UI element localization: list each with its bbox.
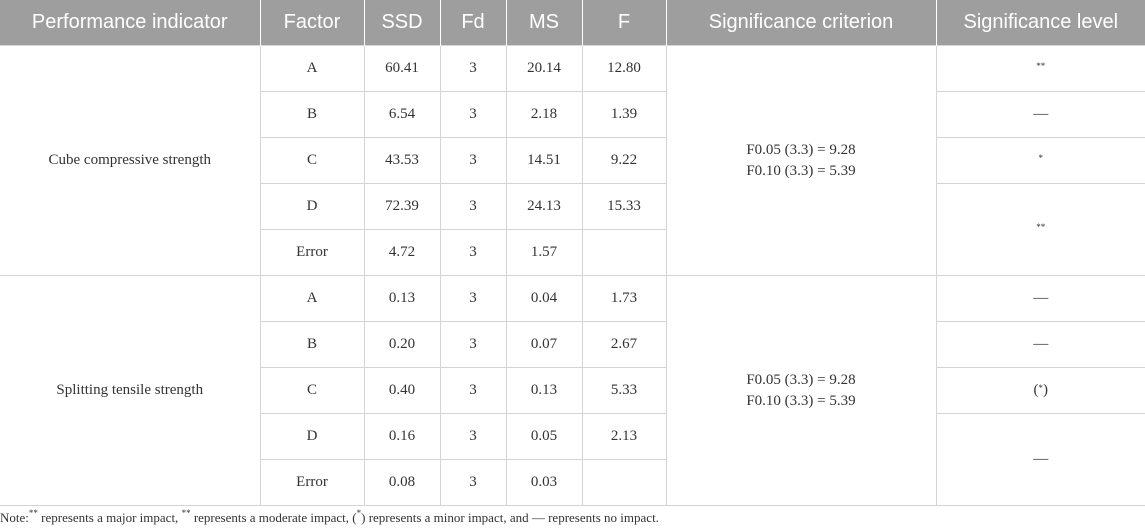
cell-ssd: 0.08 bbox=[363, 459, 441, 506]
cell-ms: 20.14 bbox=[505, 45, 583, 92]
table-row: B 6.54 3 2.18 1.39 — bbox=[0, 91, 1145, 138]
cell-ms: 1.57 bbox=[505, 229, 583, 276]
cell-f: 12.80 bbox=[581, 45, 667, 92]
cell-level: — bbox=[935, 321, 1145, 368]
criterion-f010: F0.10 (3.3) = 5.39 bbox=[746, 162, 856, 179]
cell-level: — bbox=[935, 413, 1145, 506]
note-mark: ** bbox=[28, 508, 38, 518]
cell-fd: 3 bbox=[439, 137, 507, 184]
cell-fd: 3 bbox=[439, 459, 507, 506]
level-mark: ** bbox=[1036, 61, 1046, 71]
table-row: Splitting tensile strength A 0.13 3 0.04… bbox=[0, 275, 1145, 506]
cell-ms: 0.03 bbox=[505, 459, 583, 506]
cell-level: ** bbox=[935, 183, 1145, 276]
table-note: Note:** represents a major impact, ** re… bbox=[0, 508, 659, 526]
cell-ssd: 0.16 bbox=[363, 413, 441, 460]
cell-f bbox=[581, 459, 666, 506]
indicator-splitting-tensile: Splitting tensile strength bbox=[0, 275, 261, 506]
cell-level: ** bbox=[935, 45, 1145, 92]
cell-f: 2.13 bbox=[581, 413, 667, 460]
cell-fd: 3 bbox=[439, 91, 507, 138]
note-prefix: Note: bbox=[0, 510, 29, 525]
cell-fd: 3 bbox=[439, 275, 507, 322]
level-mark: ** bbox=[1036, 222, 1046, 232]
cell-ms: 24.13 bbox=[505, 183, 583, 230]
cell-f: 15.33 bbox=[581, 183, 667, 230]
note-mark: * bbox=[356, 508, 362, 518]
cell-fd: 3 bbox=[439, 183, 507, 230]
table-row: Error 4.72 3 1.57 bbox=[0, 229, 1145, 276]
cell-ssd: 4.72 bbox=[363, 229, 441, 276]
note-text: ) represents a minor impact, and — repre… bbox=[361, 510, 659, 525]
cell-factor: D bbox=[260, 183, 365, 230]
cell-ssd: 6.54 bbox=[363, 91, 441, 138]
cell-ssd: 0.40 bbox=[363, 367, 441, 414]
table-row: D 72.39 3 24.13 15.33 ** bbox=[0, 183, 1145, 276]
table-row: C 0.40 3 0.13 5.33 (*) bbox=[0, 367, 1145, 414]
header-significance-criterion: Significance criterion bbox=[665, 0, 936, 46]
cell-f: 1.73 bbox=[581, 275, 667, 322]
cell-ssd: 72.39 bbox=[363, 183, 441, 230]
criterion-splitting-tensile: F0.05 (3.3) = 9.28 F0.10 (3.3) = 5.39 bbox=[665, 275, 937, 506]
cell-ms: 2.18 bbox=[505, 91, 583, 138]
cell-fd: 3 bbox=[439, 229, 507, 276]
cell-level: (*) bbox=[935, 367, 1145, 414]
cell-ms: 0.07 bbox=[505, 321, 583, 368]
cell-factor: Error bbox=[260, 229, 365, 276]
cell-ms: 0.13 bbox=[505, 367, 583, 414]
header-ssd: SSD bbox=[363, 0, 440, 46]
cell-f: 5.33 bbox=[581, 367, 667, 414]
cell-f: 2.67 bbox=[581, 321, 667, 368]
cell-f bbox=[581, 229, 666, 276]
cell-ms: 0.05 bbox=[505, 413, 583, 460]
cell-factor: B bbox=[260, 91, 365, 138]
cell-factor: D bbox=[260, 413, 365, 460]
note-text: represents a major impact, bbox=[37, 510, 182, 525]
cell-f: 1.39 bbox=[581, 91, 667, 138]
table-row: Error 0.08 3 0.03 bbox=[0, 459, 1145, 506]
note-text: represents a moderate impact, ( bbox=[190, 510, 357, 525]
cell-fd: 3 bbox=[439, 321, 507, 368]
cell-ssd: 60.41 bbox=[363, 45, 441, 92]
cell-ssd: 0.13 bbox=[363, 275, 441, 322]
cell-factor: B bbox=[260, 321, 365, 368]
header-performance-indicator: Performance indicator bbox=[0, 0, 260, 46]
cell-factor: A bbox=[259, 275, 365, 322]
header-row: Performance indicator Factor SSD Fd MS F… bbox=[0, 0, 1145, 46]
level-mark: * bbox=[1038, 153, 1044, 163]
cell-ssd: 43.53 bbox=[363, 137, 441, 184]
criterion-f005: F0.05 (3.3) = 9.28 bbox=[746, 371, 856, 388]
cell-fd: 3 bbox=[439, 413, 507, 460]
table-row: Cube compressive strength A 60.41 3 20.1… bbox=[0, 45, 1145, 276]
paren-close: ) bbox=[1043, 382, 1048, 398]
cell-factor: A bbox=[259, 45, 365, 92]
paren-open: ( bbox=[1033, 382, 1039, 398]
note-mark: ** bbox=[181, 508, 191, 518]
header-significance-level: Significance level bbox=[935, 0, 1145, 46]
criterion-f005: F0.05 (3.3) = 9.28 bbox=[746, 141, 856, 158]
cell-factor: C bbox=[260, 367, 365, 414]
cell-fd: 3 bbox=[439, 367, 507, 414]
header-ms: MS bbox=[505, 0, 582, 46]
cell-level: — bbox=[935, 91, 1145, 138]
cell-factor: Error bbox=[260, 459, 365, 506]
cell-ms: 14.51 bbox=[505, 137, 583, 184]
cell-fd: 3 bbox=[439, 45, 507, 92]
criterion-cube-compressive: F0.05 (3.3) = 9.28 F0.10 (3.3) = 5.39 bbox=[665, 45, 937, 276]
header-factor: Factor bbox=[259, 0, 364, 46]
header-fd: Fd bbox=[439, 0, 506, 46]
cell-ssd: 0.20 bbox=[363, 321, 441, 368]
level-mark: * bbox=[1038, 383, 1044, 393]
cell-level: — bbox=[935, 275, 1145, 322]
cell-level: * bbox=[935, 137, 1145, 184]
anova-table: Performance indicator Factor SSD Fd MS F… bbox=[0, 0, 1145, 506]
cell-ms: 0.04 bbox=[505, 275, 583, 322]
criterion-f010: F0.10 (3.3) = 5.39 bbox=[746, 392, 856, 409]
indicator-cube-compressive: Cube compressive strength bbox=[0, 45, 261, 276]
cell-factor: C bbox=[260, 137, 365, 184]
cell-f: 9.22 bbox=[581, 137, 667, 184]
header-f: F bbox=[581, 0, 666, 46]
